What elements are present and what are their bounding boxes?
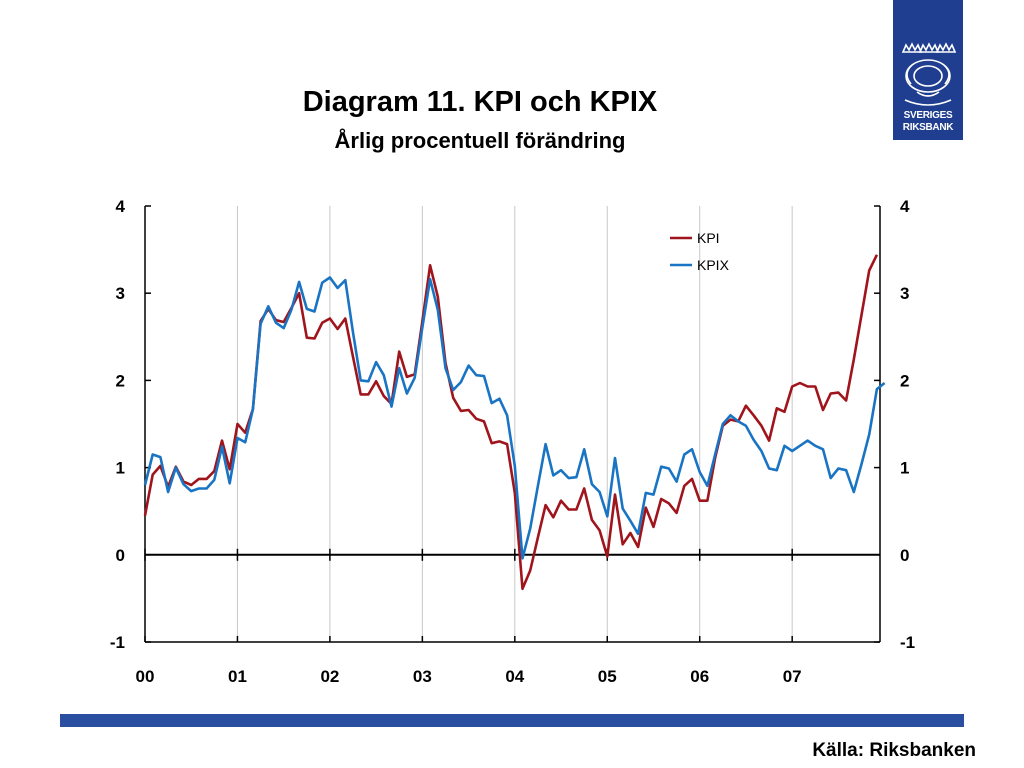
xtick-label-06: 06 [690,667,709,686]
xtick-label-03: 03 [413,667,432,686]
series-kpix-line [143,276,886,560]
chart-subtitle: Årlig procentuell förändring [334,128,626,153]
legend-label-kpi: KPI [697,230,720,246]
ytick-label-left: 3 [116,284,125,303]
ytick-label-right: 0 [900,546,909,565]
logo-text-line1: SVERIGES [903,110,953,121]
legend-label-kpix: KPIX [697,257,730,273]
xtick-label-05: 05 [598,667,617,686]
series [143,254,886,591]
xtick-label-01: 01 [228,667,247,686]
xtick-label-04: 04 [505,667,524,686]
ytick-label-left: 0 [116,546,125,565]
crown-crest-icon [901,42,957,106]
ytick-label-left: 2 [116,371,125,390]
legend: KPI KPIX [670,230,730,273]
ytick-label-right: 3 [900,284,909,303]
axes [144,205,881,643]
ytick-label-right: -1 [900,633,915,652]
xtick-label-00: 00 [136,667,155,686]
tick-labels: -1 -10 01 12 23 34 400 01 02 03 04 05 06 07 [110,197,915,686]
footer-bar [60,714,964,727]
ytick-label-left: -1 [110,633,125,652]
logo-text-line2: RIKSBANK [902,122,954,133]
ytick-label-left: 1 [116,459,125,478]
grid [236,206,793,642]
ytick-label-left: 4 [116,197,126,216]
riksbank-logo: SVERIGES RIKSBANK [893,0,963,140]
xtick-label-07: 07 [783,667,802,686]
chart-title: Diagram 11. KPI och KPIX [302,86,658,118]
source-note: Källa: Riksbanken [812,740,976,761]
ytick-label-right: 2 [900,371,909,390]
ytick-label-right: 1 [900,459,909,478]
xtick-label-02: 02 [320,667,339,686]
ytick-label-right: 4 [900,197,910,216]
series-kpi-line [143,254,879,591]
